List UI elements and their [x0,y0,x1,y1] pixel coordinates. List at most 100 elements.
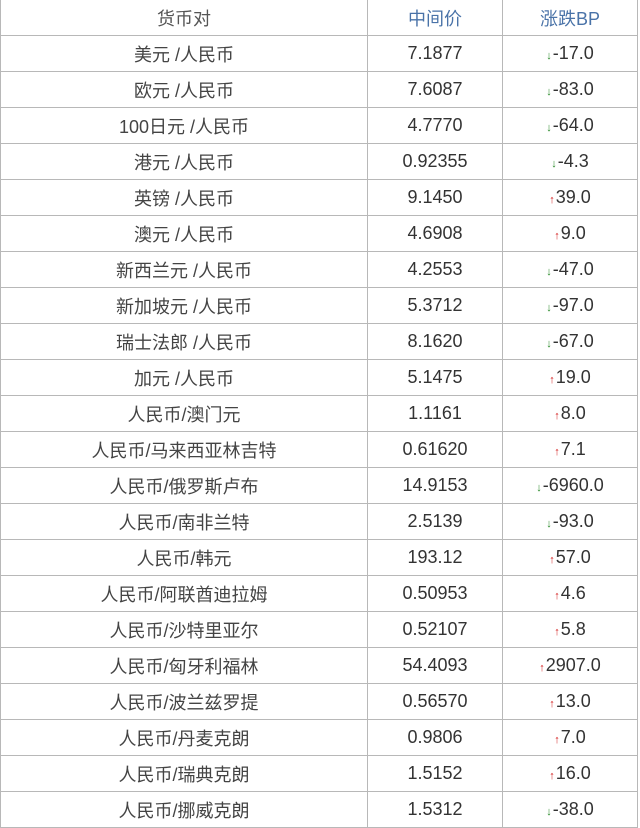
currency-pair: 人民币/波兰兹罗提 [0,683,368,720]
arrow-up-icon: ↑ [549,194,555,206]
currency-pair: 新加坡元 /人民币 [0,287,368,324]
change-value: 57.0 [555,547,591,567]
table-row: 人民币/瑞典克朗 1.5152 ↑16.0 [0,755,638,792]
change-value: -97.0 [552,295,594,315]
change-value: 7.1 [560,439,586,459]
mid-price: 0.56570 [367,683,503,720]
currency-pair: 瑞士法郎 /人民币 [0,323,368,360]
currency-pair: 人民币/俄罗斯卢布 [0,467,368,504]
change-bp: ↓-47.0 [502,251,638,288]
mid-price: 193.12 [367,539,503,576]
currency-pair: 新西兰元 /人民币 [0,251,368,288]
change-value: 5.8 [560,619,586,639]
change-value: 2907.0 [545,655,601,675]
change-bp: ↑57.0 [502,539,638,576]
table-row: 人民币/马来西亚林吉特 0.61620 ↑7.1 [0,431,638,468]
currency-pair: 美元 /人民币 [0,35,368,72]
table-row: 人民币/澳门元 1.1161 ↑8.0 [0,395,638,432]
arrow-up-icon: ↑ [554,626,560,638]
currency-pair: 人民币/南非兰特 [0,503,368,540]
arrow-down-icon: ↓ [546,302,552,314]
currency-pair: 港元 /人民币 [0,143,368,180]
change-bp: ↓-97.0 [502,287,638,324]
table-row: 100日元 /人民币 4.7770 ↓-64.0 [0,107,638,144]
change-bp: ↓-38.0 [502,791,638,828]
arrow-down-icon: ↓ [546,338,552,350]
currency-pair: 澳元 /人民币 [0,215,368,252]
mid-price: 4.2553 [367,251,503,288]
change-value: -47.0 [552,259,594,279]
mid-price: 0.52107 [367,611,503,648]
currency-pair: 人民币/丹麦克朗 [0,719,368,756]
table-row: 瑞士法郎 /人民币 8.1620 ↓-67.0 [0,323,638,360]
change-bp: ↑9.0 [502,215,638,252]
change-bp: ↑19.0 [502,359,638,396]
change-value: -38.0 [552,799,594,819]
arrow-up-icon: ↑ [549,374,555,386]
change-bp: ↑2907.0 [502,647,638,684]
change-value: 39.0 [555,187,591,207]
mid-price: 14.9153 [367,467,503,504]
table-row: 人民币/俄罗斯卢布 14.9153 ↓-6960.0 [0,467,638,504]
arrow-up-icon: ↑ [554,446,560,458]
arrow-up-icon: ↑ [549,698,555,710]
table-row: 人民币/南非兰特 2.5139 ↓-93.0 [0,503,638,540]
currency-pair: 人民币/澳门元 [0,395,368,432]
change-value: -6960.0 [542,475,604,495]
mid-price: 5.1475 [367,359,503,396]
change-value: 13.0 [555,691,591,711]
arrow-up-icon: ↑ [554,230,560,242]
arrow-up-icon: ↑ [549,770,555,782]
arrow-up-icon: ↑ [549,554,555,566]
currency-pair: 人民币/瑞典克朗 [0,755,368,792]
change-value: 9.0 [560,223,586,243]
table-row: 加元 /人民币 5.1475 ↑19.0 [0,359,638,396]
arrow-down-icon: ↓ [551,158,557,170]
change-bp: ↑13.0 [502,683,638,720]
table-row: 新加坡元 /人民币 5.3712 ↓-97.0 [0,287,638,324]
mid-price: 4.7770 [367,107,503,144]
currency-pair: 人民币/匈牙利福林 [0,647,368,684]
change-bp: ↓-17.0 [502,35,638,72]
change-bp: ↑5.8 [502,611,638,648]
currency-pair: 100日元 /人民币 [0,107,368,144]
change-bp: ↑39.0 [502,179,638,216]
arrow-up-icon: ↑ [554,590,560,602]
mid-price: 0.92355 [367,143,503,180]
table-row: 人民币/阿联酋迪拉姆 0.50953 ↑4.6 [0,575,638,612]
mid-price: 1.5312 [367,791,503,828]
change-value: 8.0 [560,403,586,423]
change-bp: ↓-4.3 [502,143,638,180]
mid-price: 2.5139 [367,503,503,540]
change-value: -4.3 [557,151,589,171]
currency-pair: 人民币/沙特里亚尔 [0,611,368,648]
currency-pair: 英镑 /人民币 [0,179,368,216]
change-value: -93.0 [552,511,594,531]
currency-pair: 人民币/马来西亚林吉特 [0,431,368,468]
arrow-down-icon: ↓ [546,50,552,62]
change-bp: ↑16.0 [502,755,638,792]
arrow-down-icon: ↓ [546,266,552,278]
change-value: 4.6 [560,583,586,603]
change-bp: ↓-64.0 [502,107,638,144]
mid-price: 5.3712 [367,287,503,324]
arrow-down-icon: ↓ [546,122,552,134]
table-row: 英镑 /人民币 9.1450 ↑39.0 [0,179,638,216]
change-bp: ↑7.1 [502,431,638,468]
mid-price: 9.1450 [367,179,503,216]
table-row: 人民币/丹麦克朗 0.9806 ↑7.0 [0,719,638,756]
currency-pair: 加元 /人民币 [0,359,368,396]
change-bp: ↓-6960.0 [502,467,638,504]
mid-price: 4.6908 [367,215,503,252]
table-row: 人民币/韩元 193.12 ↑57.0 [0,539,638,576]
table-row: 人民币/波兰兹罗提 0.56570 ↑13.0 [0,683,638,720]
change-value: -64.0 [552,115,594,135]
table-row: 港元 /人民币 0.92355 ↓-4.3 [0,143,638,180]
arrow-up-icon: ↑ [554,410,560,422]
mid-price: 1.5152 [367,755,503,792]
table-row: 人民币/沙特里亚尔 0.52107 ↑5.8 [0,611,638,648]
change-value: 7.0 [560,727,586,747]
change-value: -17.0 [552,43,594,63]
change-bp: ↑8.0 [502,395,638,432]
